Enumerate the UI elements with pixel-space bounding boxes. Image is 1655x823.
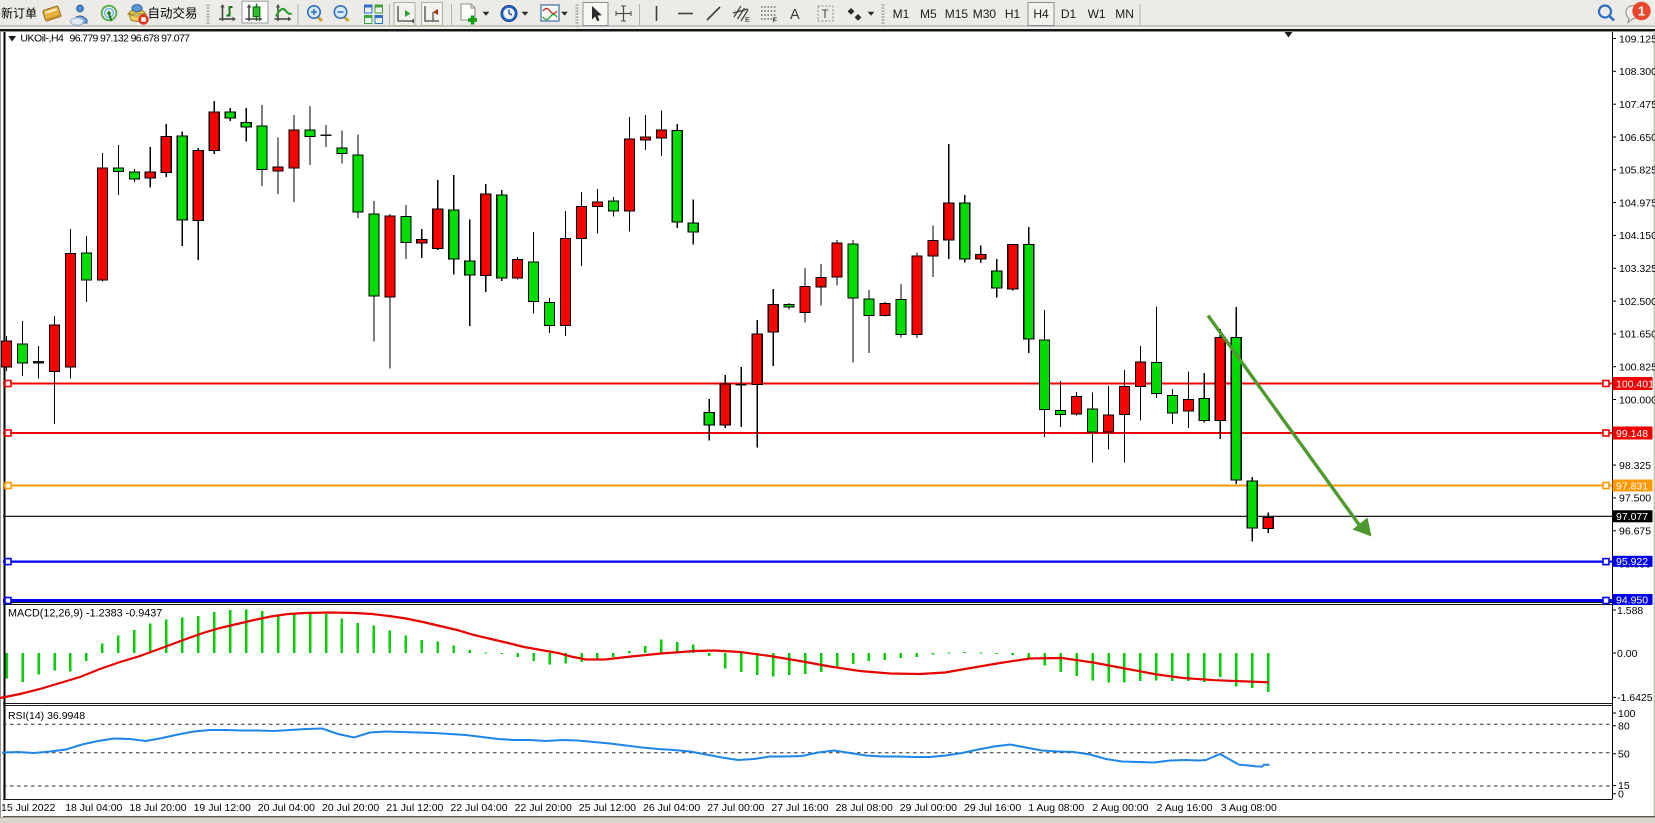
svg-text:98.325: 98.325 [1619,460,1651,472]
svg-text:103.325: 103.325 [1619,263,1655,275]
svg-text:MACD(12,26,9) -1.2383 -0.9437: MACD(12,26,9) -1.2383 -0.9437 [8,608,162,620]
svg-text:自动交易: 自动交易 [148,6,198,21]
svg-text:106.650: 106.650 [1619,132,1655,144]
svg-text:2 Aug 00:00: 2 Aug 00:00 [1092,802,1148,814]
svg-text:F: F [773,16,778,25]
svg-text:W1: W1 [1088,7,1106,21]
svg-text:2 Aug 16:00: 2 Aug 16:00 [1157,802,1213,814]
svg-text:96.675: 96.675 [1619,526,1651,538]
svg-text:M30: M30 [973,7,997,21]
svg-text:27 Jul 16:00: 27 Jul 16:00 [771,802,828,814]
svg-text:M1: M1 [893,7,910,21]
svg-text:15 Jul 2022: 15 Jul 2022 [1,802,55,814]
svg-text:95.922: 95.922 [1616,556,1648,568]
svg-text:E: E [745,15,750,24]
svg-text:RSI(14) 36.9948: RSI(14) 36.9948 [8,710,85,722]
svg-text:97.077: 97.077 [1616,511,1648,523]
svg-text:18 Jul 04:00: 18 Jul 04:00 [65,802,122,814]
svg-text:29 Jul 16:00: 29 Jul 16:00 [964,802,1021,814]
svg-text:UKOil-,H4: UKOil-,H4 [20,32,64,44]
svg-text:H4: H4 [1033,7,1049,21]
svg-text:100: 100 [1618,708,1636,720]
svg-text:97.831: 97.831 [1616,480,1648,492]
svg-text:108.300: 108.300 [1619,66,1655,78]
svg-text:94.950: 94.950 [1616,594,1648,606]
svg-text:100.401: 100.401 [1616,378,1654,390]
svg-text:104.975: 104.975 [1619,197,1655,209]
svg-text:1 Aug 08:00: 1 Aug 08:00 [1028,802,1084,814]
svg-text:96.779 97.132 96.678 97.077: 96.779 97.132 96.678 97.077 [70,32,191,44]
svg-text:28 Jul 08:00: 28 Jul 08:00 [836,802,893,814]
svg-text:22 Jul 04:00: 22 Jul 04:00 [450,802,507,814]
svg-text:26 Jul 04:00: 26 Jul 04:00 [643,802,700,814]
svg-text:101.650: 101.650 [1619,329,1655,341]
svg-text:H1: H1 [1005,7,1021,21]
svg-text:109.125: 109.125 [1619,33,1655,45]
svg-text:-1.6425: -1.6425 [1617,692,1653,704]
svg-text:104.150: 104.150 [1619,230,1655,242]
svg-text:1.588: 1.588 [1617,605,1643,617]
svg-text:107.475: 107.475 [1619,99,1655,111]
svg-text:新订单: 新订单 [1,6,37,21]
svg-text:97.500: 97.500 [1619,493,1651,505]
svg-text:27 Jul 00:00: 27 Jul 00:00 [707,802,764,814]
svg-text:0.00: 0.00 [1617,648,1638,660]
svg-text:0: 0 [1618,789,1624,801]
svg-text:M15: M15 [945,7,969,21]
svg-text:102.500: 102.500 [1619,296,1655,308]
svg-text:M5: M5 [920,7,937,21]
svg-text:A: A [790,7,800,23]
svg-text:20 Jul 04:00: 20 Jul 04:00 [258,802,315,814]
svg-text:D1: D1 [1061,7,1077,21]
svg-text:19 Jul 12:00: 19 Jul 12:00 [194,802,251,814]
svg-text:105.825: 105.825 [1619,165,1655,177]
svg-text:80: 80 [1618,721,1630,733]
svg-text:99.148: 99.148 [1616,428,1648,440]
svg-text:22 Jul 20:00: 22 Jul 20:00 [515,802,572,814]
svg-text:50: 50 [1618,749,1630,761]
svg-text:25 Jul 12:00: 25 Jul 12:00 [579,802,636,814]
svg-text:3 Aug 08:00: 3 Aug 08:00 [1221,802,1277,814]
svg-text:21 Jul 12:00: 21 Jul 12:00 [386,802,443,814]
svg-text:1: 1 [1638,4,1645,19]
svg-text:20 Jul 20:00: 20 Jul 20:00 [322,802,379,814]
svg-text:MN: MN [1115,7,1134,21]
svg-text:29 Jul 00:00: 29 Jul 00:00 [900,802,957,814]
svg-text:T: T [822,9,829,21]
svg-text:100.000: 100.000 [1619,394,1655,406]
svg-text:18 Jul 20:00: 18 Jul 20:00 [129,802,186,814]
svg-text:100.825: 100.825 [1619,362,1655,374]
svg-text:15: 15 [1618,780,1630,792]
